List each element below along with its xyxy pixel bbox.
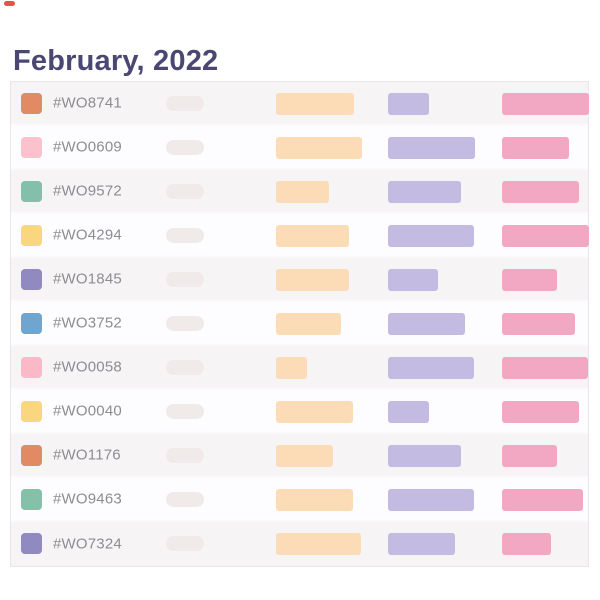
color-swatch-icon (21, 445, 42, 466)
skeleton-pill (166, 228, 204, 243)
gantt-bar-orange[interactable] (276, 269, 349, 291)
gantt-bar-orange[interactable] (276, 401, 353, 423)
work-order-id: #WO8741 (53, 94, 122, 112)
gantt-bar-pink[interactable] (502, 269, 557, 291)
gantt-bar-purple[interactable] (388, 533, 455, 555)
work-order-id: #WO0040 (53, 402, 122, 420)
table-row[interactable]: #WO0609 (11, 126, 588, 170)
gantt-bar-orange[interactable] (276, 181, 329, 203)
gantt-bar-purple[interactable] (388, 225, 474, 247)
skeleton-pill (166, 316, 204, 331)
work-orders-table: #WO8741 #WO0609 #WO9572 #WO4294 #WO1845 (10, 81, 589, 567)
color-swatch-icon (21, 93, 42, 114)
skeleton-pill (166, 404, 204, 419)
skeleton-pill (166, 536, 204, 551)
table-row[interactable]: #WO9463 (11, 478, 588, 522)
skeleton-pill (166, 272, 204, 287)
gantt-bar-pink[interactable] (502, 181, 579, 203)
gantt-bar-purple[interactable] (388, 181, 461, 203)
gantt-bar-pink[interactable] (502, 313, 575, 335)
work-order-id: #WO1845 (53, 270, 122, 288)
table-row[interactable]: #WO1176 (11, 434, 588, 478)
gantt-bar-purple[interactable] (388, 401, 429, 423)
gantt-bar-orange[interactable] (276, 489, 353, 511)
color-swatch-icon (21, 181, 42, 202)
color-swatch-icon (21, 357, 42, 378)
color-swatch-icon (21, 137, 42, 158)
gantt-bar-purple[interactable] (388, 445, 461, 467)
skeleton-pill (166, 492, 204, 507)
gantt-bar-orange[interactable] (276, 93, 354, 115)
table-row[interactable]: #WO4294 (11, 214, 589, 258)
work-order-id: #WO9463 (53, 490, 122, 508)
table-row[interactable]: #WO9572 (11, 170, 588, 214)
work-order-id: #WO3752 (53, 314, 122, 332)
table-row[interactable]: #WO0058 (11, 346, 588, 390)
color-swatch-icon (21, 225, 42, 246)
table-row[interactable]: #WO1845 (11, 258, 588, 302)
gantt-bar-purple[interactable] (388, 93, 429, 115)
color-swatch-icon (21, 401, 42, 422)
color-swatch-icon (21, 313, 42, 334)
gantt-bar-orange[interactable] (276, 445, 333, 467)
gantt-bar-purple[interactable] (388, 269, 438, 291)
color-swatch-icon (21, 269, 42, 290)
gantt-bar-orange[interactable] (276, 137, 362, 159)
table-row[interactable]: #WO0040 (11, 390, 588, 434)
page-title: February, 2022 (13, 45, 219, 78)
gantt-bar-pink[interactable] (502, 93, 589, 115)
gantt-bar-orange[interactable] (276, 313, 341, 335)
work-order-id: #WO0609 (53, 138, 122, 156)
skeleton-pill (166, 184, 204, 199)
gantt-bar-purple[interactable] (388, 489, 474, 511)
work-order-id: #WO4294 (53, 226, 122, 244)
table-row[interactable]: #WO8741 (11, 82, 589, 126)
skeleton-pill (166, 360, 204, 375)
gantt-bar-pink[interactable] (502, 533, 551, 555)
gantt-bar-orange[interactable] (276, 225, 349, 247)
skeleton-pill (166, 448, 204, 463)
color-swatch-icon (21, 489, 42, 510)
gantt-bar-purple[interactable] (388, 137, 475, 159)
work-order-id: #WO9572 (53, 182, 122, 200)
gantt-bar-pink[interactable] (502, 357, 588, 379)
skeleton-pill (166, 140, 204, 155)
skeleton-pill (166, 96, 204, 111)
table-row[interactable]: #WO3752 (11, 302, 588, 346)
gantt-bar-orange[interactable] (276, 357, 307, 379)
gantt-bar-pink[interactable] (502, 137, 569, 159)
work-order-id: #WO0058 (53, 358, 122, 376)
table-row[interactable]: #WO7324 (11, 522, 588, 566)
gantt-bar-pink[interactable] (502, 445, 557, 467)
gantt-bar-purple[interactable] (388, 313, 465, 335)
work-order-id: #WO7324 (53, 535, 122, 553)
gantt-bar-pink[interactable] (502, 225, 589, 247)
brand-mark (4, 1, 15, 6)
work-order-id: #WO1176 (53, 446, 121, 464)
gantt-bar-pink[interactable] (502, 489, 583, 511)
gantt-bar-purple[interactable] (388, 357, 474, 379)
gantt-bar-orange[interactable] (276, 533, 361, 555)
color-swatch-icon (21, 533, 42, 554)
gantt-bar-pink[interactable] (502, 401, 579, 423)
